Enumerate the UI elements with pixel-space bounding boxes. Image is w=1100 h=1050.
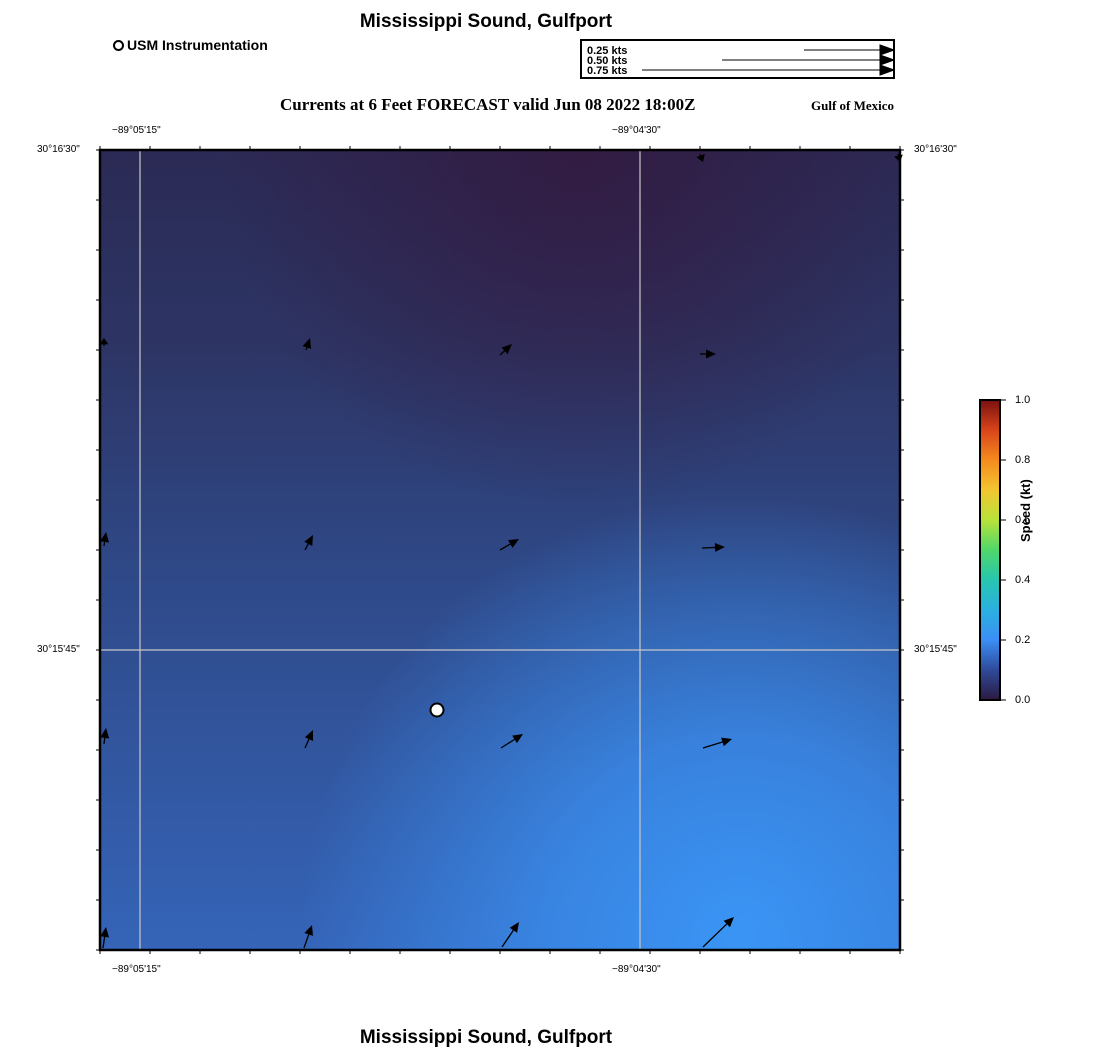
current-arrow xyxy=(702,917,734,948)
speed-colorbar xyxy=(979,399,1006,701)
usm-station-marker[interactable] xyxy=(429,702,445,718)
current-arrow xyxy=(304,730,314,749)
lat-tick-label-left: 30°15'45" xyxy=(37,644,80,655)
frame-ticks xyxy=(96,146,904,954)
current-arrow xyxy=(500,734,523,749)
speed-key-label: 0.75 kts xyxy=(587,65,628,77)
speed-key-arrowhead xyxy=(879,64,893,76)
speed-key: 0.25 kts 0.50 kts 0.75 kts xyxy=(580,39,895,79)
lon-tick-label-bottom: −89°04'30" xyxy=(612,964,661,975)
colorbar-tick-label: 0.0 xyxy=(1015,694,1031,706)
speed-key-arrowhead xyxy=(879,44,893,56)
colorbar-tick-label: 0.6 xyxy=(1015,514,1031,526)
current-speed-map xyxy=(96,146,904,954)
current-arrow xyxy=(501,922,519,948)
lon-tick-label-top: −89°04'30" xyxy=(612,125,661,136)
current-arrow xyxy=(100,927,110,949)
current-arrow xyxy=(701,542,725,552)
colorbar-tick-label: 0.8 xyxy=(1015,454,1031,466)
lat-tick-label-right: 30°15'45" xyxy=(914,644,957,655)
speed-key-arrowhead xyxy=(879,54,893,66)
current-arrow xyxy=(499,539,519,551)
current-arrow xyxy=(700,349,716,359)
region-label: Gulf of Mexico xyxy=(811,98,895,113)
speed-key-label: 0.25 kts xyxy=(587,45,628,57)
current-arrow xyxy=(302,338,312,351)
speed-key-arrows xyxy=(642,44,893,76)
colorbar-title: Speed (kt) xyxy=(1018,479,1033,542)
current-vector-arrows xyxy=(99,153,903,949)
current-arrow xyxy=(499,344,512,356)
current-arrow xyxy=(696,153,705,162)
current-arrow xyxy=(702,737,732,749)
current-arrow xyxy=(99,338,109,346)
colorbar-tick-label: 0.2 xyxy=(1015,634,1031,646)
colorbar-tick-label: 0.4 xyxy=(1015,574,1031,586)
station-legend-label: USM Instrumentation xyxy=(127,37,268,53)
lon-tick-label-bottom: −89°05'15" xyxy=(112,964,161,975)
current-arrow xyxy=(304,535,313,551)
station-legend: USM Instrumentation xyxy=(113,37,268,53)
current-arrow xyxy=(100,532,110,547)
footer-title: Mississippi Sound, Gulfport xyxy=(359,1027,613,1048)
current-arrow xyxy=(100,728,110,745)
lat-tick-label-right: 30°16'30" xyxy=(914,144,957,155)
colorbar-ticks xyxy=(1000,399,1006,701)
open-circle-icon xyxy=(113,39,124,51)
colorbar-tick-label: 1.0 xyxy=(1015,394,1031,406)
colorbar-gradient xyxy=(979,399,1001,701)
current-arrow xyxy=(303,925,313,949)
lon-tick-label-top: −89°05'15" xyxy=(112,125,161,136)
map-title: Mississippi Sound, Gulfport xyxy=(359,11,613,32)
speed-key-label: 0.50 kts xyxy=(587,55,628,67)
lat-tick-label-left: 30°16'30" xyxy=(37,144,80,155)
forecast-subtitle: Currents at 6 Feet FORECAST valid Jun 08… xyxy=(280,95,696,114)
